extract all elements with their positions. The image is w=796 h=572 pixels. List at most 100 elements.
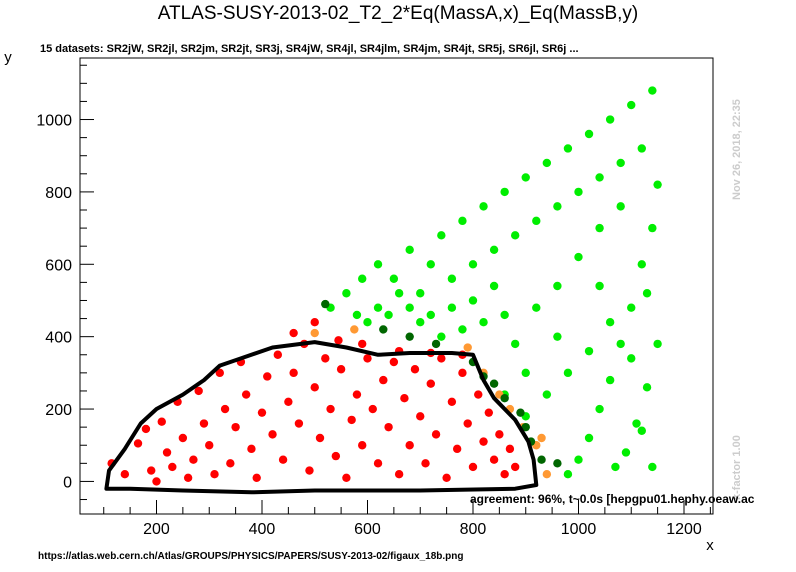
point-allowed bbox=[521, 368, 530, 378]
point-excluded bbox=[442, 473, 451, 483]
point-allowed bbox=[574, 187, 583, 197]
point-allowed-border bbox=[553, 459, 562, 468]
point-allowed bbox=[363, 317, 372, 327]
point-allowed-border bbox=[321, 299, 330, 309]
point-excluded bbox=[468, 462, 478, 472]
point-excluded bbox=[294, 419, 304, 428]
x-tick-label: 800 bbox=[460, 521, 487, 538]
point-excluded bbox=[400, 393, 409, 403]
point-allowed bbox=[648, 86, 657, 95]
point-excluded bbox=[241, 390, 251, 399]
x-tick-label: 1000 bbox=[561, 521, 597, 538]
point-excluded bbox=[331, 451, 341, 461]
point-excluded bbox=[310, 383, 319, 392]
point-excluded-border bbox=[310, 328, 319, 338]
point-excluded-border bbox=[463, 343, 472, 352]
tick-labels: 200 400 600 800 1000 1200 0 200 400 600 800 1000 bbox=[36, 113, 701, 538]
point-excluded bbox=[463, 419, 472, 428]
point-excluded bbox=[326, 404, 335, 414]
point-allowed bbox=[489, 245, 499, 255]
point-allowed bbox=[611, 462, 620, 472]
exclusion-contour bbox=[104, 340, 539, 495]
point-allowed bbox=[479, 202, 488, 211]
point-allowed bbox=[563, 368, 573, 378]
point-allowed bbox=[468, 260, 478, 269]
point-allowed bbox=[621, 448, 631, 457]
point-allowed bbox=[447, 274, 457, 283]
point-allowed bbox=[426, 260, 435, 269]
point-excluded bbox=[133, 439, 143, 448]
point-allowed bbox=[542, 390, 552, 399]
point-allowed bbox=[532, 216, 541, 226]
point-excluded bbox=[141, 424, 151, 434]
point-allowed bbox=[616, 339, 625, 349]
point-allowed bbox=[605, 115, 615, 124]
point-excluded bbox=[358, 339, 367, 349]
point-excluded bbox=[484, 408, 494, 417]
point-excluded bbox=[334, 336, 343, 345]
point-allowed bbox=[648, 462, 657, 472]
point-excluded bbox=[489, 455, 499, 464]
point-excluded bbox=[183, 473, 193, 483]
point-excluded bbox=[247, 444, 256, 454]
point-excluded bbox=[505, 444, 515, 454]
point-allowed bbox=[426, 310, 435, 320]
point-excluded bbox=[194, 386, 203, 396]
point-excluded bbox=[421, 459, 430, 468]
point-excluded-border bbox=[350, 325, 359, 334]
point-excluded bbox=[284, 397, 293, 407]
point-allowed bbox=[489, 281, 499, 291]
point-excluded bbox=[321, 354, 330, 363]
point-excluded bbox=[394, 469, 404, 479]
point-allowed bbox=[458, 325, 467, 334]
point-allowed-border bbox=[521, 422, 530, 432]
kfactor-label: k-factor 1.00 bbox=[731, 435, 743, 500]
point-allowed bbox=[394, 289, 404, 298]
point-allowed bbox=[642, 383, 652, 392]
y-tick-label: 0 bbox=[63, 474, 72, 491]
x-tick-label: 400 bbox=[249, 521, 276, 538]
point-allowed bbox=[342, 289, 351, 298]
point-excluded bbox=[315, 433, 325, 443]
point-allowed bbox=[553, 332, 562, 341]
point-allowed bbox=[616, 202, 625, 211]
point-allowed bbox=[358, 274, 367, 283]
point-allowed bbox=[373, 303, 383, 312]
point-excluded bbox=[347, 415, 356, 425]
y-tick-label: 400 bbox=[45, 330, 72, 347]
point-allowed bbox=[627, 354, 636, 363]
point-allowed bbox=[616, 158, 625, 168]
point-allowed-border bbox=[500, 393, 509, 403]
point-allowed bbox=[605, 317, 615, 327]
point-excluded bbox=[368, 404, 377, 414]
point-allowed bbox=[574, 455, 583, 464]
point-allowed bbox=[648, 223, 657, 233]
point-excluded bbox=[352, 390, 362, 399]
x-tick-label: 600 bbox=[354, 521, 381, 538]
point-excluded bbox=[231, 422, 240, 432]
point-allowed bbox=[653, 339, 662, 349]
point-allowed bbox=[510, 231, 520, 240]
point-excluded bbox=[452, 444, 462, 454]
point-excluded bbox=[168, 462, 177, 472]
point-excluded bbox=[147, 466, 156, 475]
point-excluded bbox=[305, 466, 314, 475]
point-allowed-border bbox=[405, 332, 414, 341]
point-allowed bbox=[389, 274, 399, 283]
point-allowed bbox=[458, 216, 467, 226]
point-allowed bbox=[500, 310, 509, 320]
point-excluded bbox=[252, 473, 261, 483]
point-excluded bbox=[358, 441, 367, 450]
point-excluded bbox=[162, 448, 172, 457]
point-allowed bbox=[584, 346, 594, 356]
point-allowed bbox=[605, 375, 615, 385]
point-excluded bbox=[278, 455, 288, 464]
point-excluded bbox=[437, 354, 446, 363]
point-excluded bbox=[474, 390, 483, 399]
point-allowed bbox=[595, 173, 604, 182]
point-allowed bbox=[479, 317, 488, 327]
point-excluded bbox=[379, 375, 388, 385]
point-allowed-border bbox=[489, 379, 499, 388]
source-url: https://atlas.web.cern.ch/Atlas/GROUPS/P… bbox=[38, 551, 464, 562]
y-tick-label: 200 bbox=[45, 402, 72, 419]
